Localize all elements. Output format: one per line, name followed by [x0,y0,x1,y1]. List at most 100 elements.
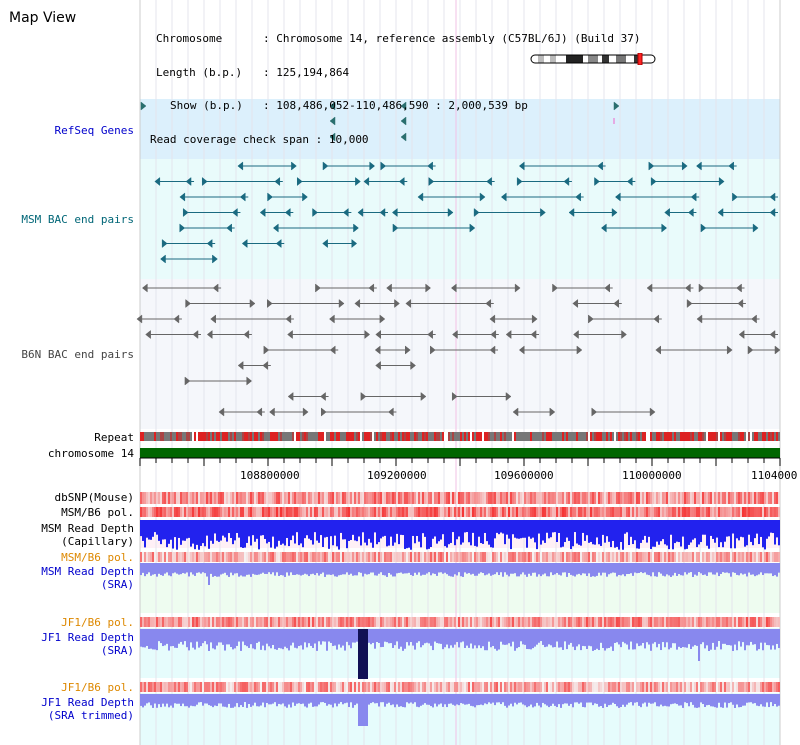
b6n-bac-pair [375,360,381,371]
msm-b6-pol-heat-cell [578,552,580,562]
msm-b6-pol-heat-cell [212,507,214,517]
dbsnp-heat-cell [776,492,778,504]
track-label-chromosome[interactable]: chromosome 14 [47,447,134,460]
jf1-sra-depth-bar [166,629,168,644]
track-label-msm-b6-pol-sra[interactable]: MSM/B6 pol. [61,551,134,564]
jf1-b6-pol-heat-cell [388,617,390,627]
track-label-repeat[interactable]: Repeat [94,431,134,444]
msm-b6-pol-heat-cell [374,507,376,517]
msm-b6-pol-heat-cell [610,507,612,517]
msm-capillary-depth-bar [538,520,540,534]
msm-b6-pol-heat-cell [474,552,476,562]
jf1-b6-pol-heat-cell [284,682,286,692]
track-label-jf1-depth-trimmed[interactable]: JF1 Read Depth (SRA trimmed) [41,696,134,722]
track-label-refseq-genes[interactable]: RefSeq Genes [54,124,134,137]
msm-b6-pol-heat-cell [352,552,354,562]
repeat-segment [580,432,582,441]
dbsnp-heat-cell [372,492,374,504]
dbsnp-heat-cell [692,492,694,504]
dbsnp-heat-cell [388,492,390,504]
msm-b6-pol-heat-cell [318,507,320,517]
msm-capillary-depth-bar [212,520,214,544]
jf1-sra-depth-bar [248,629,250,648]
msm-b6-pol-heat-cell [608,507,610,517]
jf1-b6-pol-heat-cell [600,682,602,692]
msm-b6-pol-heat-cell [680,552,682,562]
msm-capillary-depth-bar [692,520,694,540]
msm-b6-pol-heat-cell [380,507,382,517]
msm-b6-pol-heat-cell [332,552,334,562]
track-label-dbsnp[interactable]: dbSNP(Mouse) [54,491,134,504]
jf1-trimmed-depth-bar [542,694,544,703]
track-label-jf1-depth[interactable]: JF1 Read Depth (SRA) [41,631,134,657]
jf1-trimmed-depth-bar [706,694,708,706]
jf1-b6-pol-heat-cell [280,617,282,627]
msm-bac-pair [391,207,398,218]
msm-bac-pair [363,176,370,187]
dbsnp-heat-cell [528,492,530,504]
dbsnp-heat-cell [484,492,486,504]
jf1-trimmed-depth-bar [258,694,260,707]
repeat-segment [478,432,480,441]
msm-sra-depth-bar [626,563,628,575]
repeat-segment [760,432,762,441]
msm-b6-pol-heat-cell [338,552,340,562]
msm-sra-depth-bar [428,563,430,573]
jf1-sra-depth-bar [446,629,448,645]
jf1-sra-depth-bar [320,629,322,645]
msm-b6-pol-heat-cell [276,552,278,562]
msm-sra-depth-bar [328,563,330,575]
jf1-b6-pol-heat-cell [750,682,752,692]
jf1-b6-pol-heat-cell [628,682,630,692]
jf1-trimmed-depth-bar [660,694,662,705]
msm-sra-depth-bar [610,563,612,574]
msm-b6-pol-heat-cell [346,552,348,562]
repeat-segment [322,432,324,441]
jf1-b6-pol-heat-cell [208,682,210,692]
dbsnp-heat-cell [668,492,670,504]
msm-sra-depth-bar [342,563,344,575]
msm-b6-pol-heat-cell [424,507,426,517]
track-label-b6n-bac[interactable]: B6N BAC end pairs [21,348,134,361]
msm-b6-pol-heat-cell [506,507,508,517]
msm-b6-pol-heat-cell [724,507,726,517]
jf1-trimmed-depth-bar [514,694,516,703]
track-label-jf1-b6-pol[interactable]: JF1/B6 pol. [61,616,134,629]
repeat-segment [776,432,778,441]
msm-b6-pol-heat-cell [220,507,222,517]
track-label-msm-depth-sra[interactable]: MSM Read Depth (SRA) [41,565,134,591]
msm-capillary-depth-bar [728,520,730,537]
jf1-sra-depth-bar [532,629,534,649]
repeat-segment [366,432,368,441]
track-label-msm-depth-capillary[interactable]: MSM Read Depth (Capillary) [41,522,134,548]
track-label-msm-b6-pol[interactable]: MSM/B6 pol. [61,506,134,519]
msm-bac-pair [469,223,476,233]
msm-capillary-depth-bar [678,520,680,543]
jf1-trimmed-depth-bar [540,694,542,708]
msm-capillary-depth-bar [266,520,268,544]
msm-sra-depth-bar [598,563,600,573]
jf1-trimmed-depth-bar [188,694,190,708]
msm-b6-pol-heat-cell [418,507,420,517]
track-label-msm-bac[interactable]: MSM BAC end pairs [21,213,134,226]
dbsnp-heat-cell [524,492,526,504]
jf1-sra-depth-bar [250,629,252,645]
jf1-b6-pol-heat-cell [466,617,468,627]
msm-capillary-depth-bar [356,520,358,542]
jf1-b6-pol-heat-cell [518,617,520,627]
jf1-b6-pol-heat-cell [722,682,724,692]
msm-b6-pol-heat-cell [582,552,584,562]
msm-sra-depth-bar [198,563,200,573]
msm-sra-depth-bar [320,563,322,574]
chromosome-ideogram[interactable] [530,53,658,65]
jf1-b6-pol-heat-cell [762,617,764,627]
jf1-sra-depth-bar [192,629,194,648]
msm-b6-pol-heat-cell [156,507,158,517]
track-label-jf1-b6-pol-trimmed[interactable]: JF1/B6 pol. [61,681,134,694]
msm-b6-pol-heat-cell [524,552,526,562]
msm-b6-pol-heat-cell [718,507,720,517]
msm-b6-pol-heat-cell [434,552,436,562]
jf1-b6-pol-heat-cell [660,617,662,627]
msm-capillary-depth-bar [476,520,478,547]
msm-sra-depth-bar [732,563,734,573]
